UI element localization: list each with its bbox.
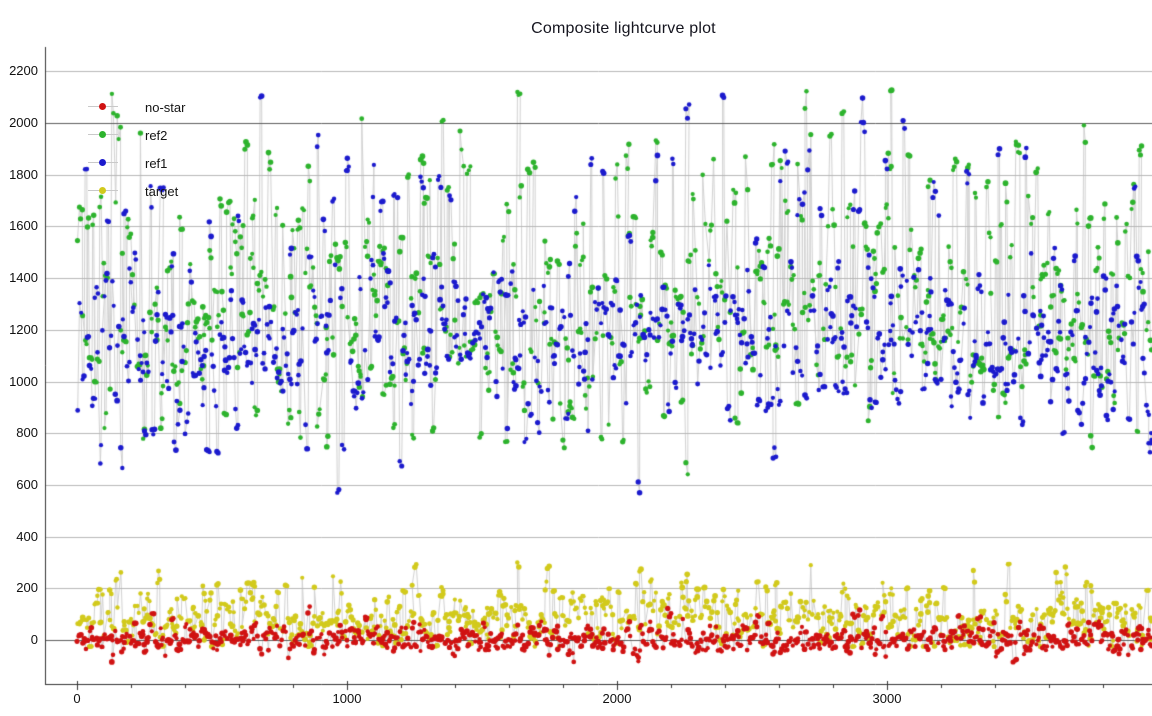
y-tick-label: 2000 <box>9 115 38 130</box>
chart-title: Composite lightcurve plot <box>531 20 716 37</box>
y-tick-label: 200 <box>16 580 38 596</box>
legend-marker-icon <box>88 158 118 168</box>
x-tick-label: 2000 <box>602 691 632 706</box>
legend-marker-icon <box>88 130 118 140</box>
y-tick-label: 1800 <box>9 166 38 182</box>
legend-marker-icon <box>88 102 118 112</box>
x-tick-label: 1000 <box>332 691 362 706</box>
x-tick-label: 0 <box>73 691 81 706</box>
y-tick-label: 1200 <box>9 321 38 337</box>
y-tick-label: 1600 <box>9 218 38 234</box>
legend-label: ref1 <box>145 155 168 171</box>
y-tick-label: 600 <box>16 476 38 492</box>
legend-item-target: target <box>88 177 185 205</box>
legend-label: target <box>145 183 179 199</box>
y-tick-label: 2200 <box>9 63 38 79</box>
legend-item-no-star: no-star <box>88 93 185 121</box>
y-tick-label: 1000 <box>9 373 38 389</box>
y-tick-label: 0 <box>30 632 38 647</box>
legend-item-ref1: ref1 <box>88 149 185 177</box>
legend-marker-icon <box>88 186 118 196</box>
x-tick-label: 3000 <box>872 691 902 706</box>
legend-label: no-star <box>145 99 186 115</box>
legend-item-ref2: ref2 <box>88 121 185 149</box>
y-tick-label: 800 <box>16 425 38 441</box>
y-tick-label: 400 <box>16 528 38 544</box>
legend: no-star ref2 ref1 target <box>88 93 185 205</box>
y-tick-label: 1400 <box>9 270 38 286</box>
legend-label: ref2 <box>145 127 168 143</box>
